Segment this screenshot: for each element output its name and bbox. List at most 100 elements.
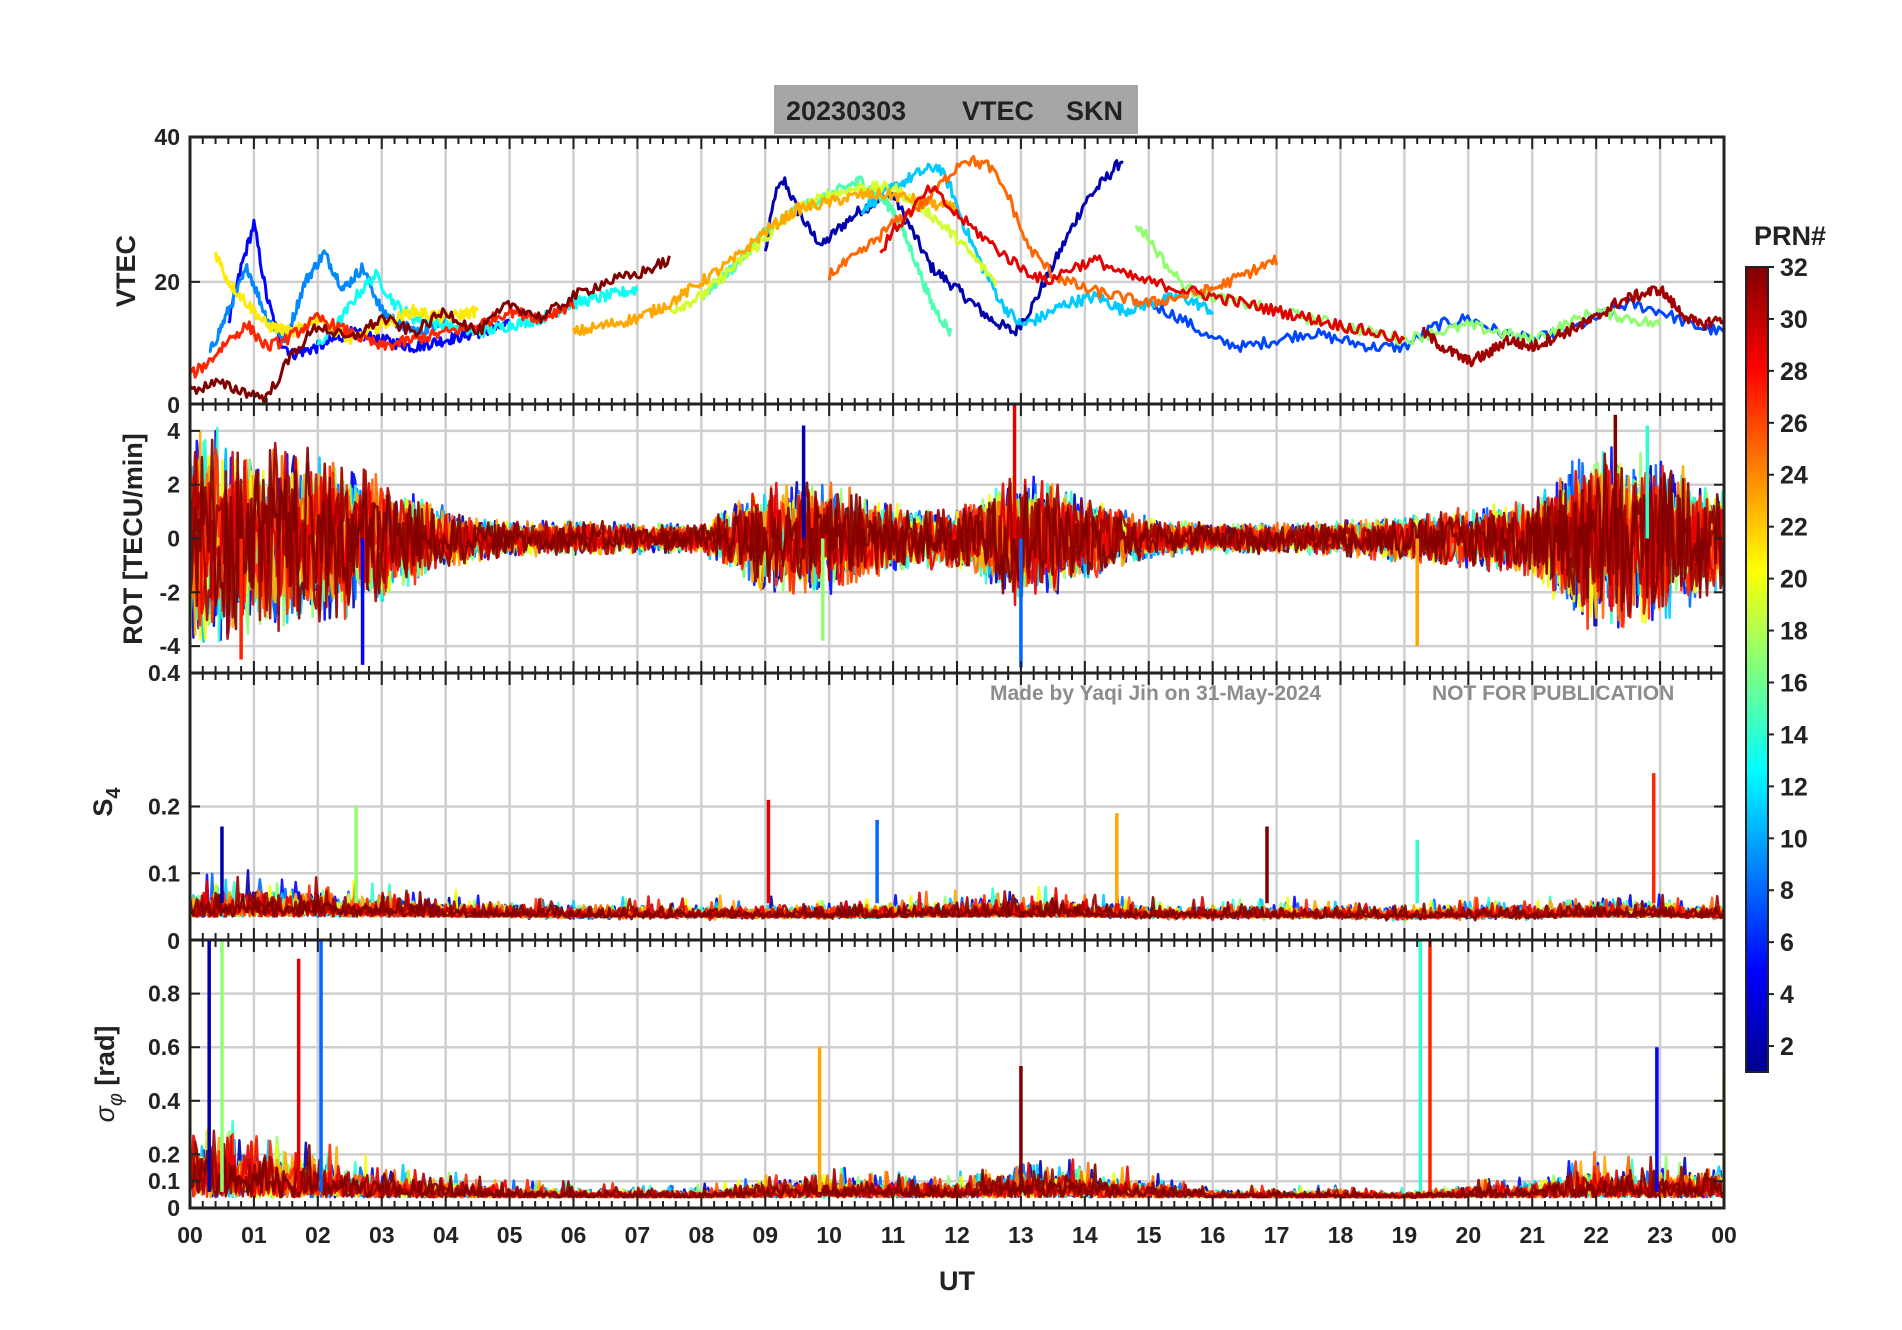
y-tick-label: 4 (167, 418, 180, 444)
x-tick-label: 01 (241, 1222, 267, 1248)
y-tick-label: 2 (167, 472, 180, 498)
colorbar-tick-label: 16 (1780, 669, 1808, 697)
x-tick-label: 12 (944, 1222, 970, 1248)
watermark-notice: NOT FOR PUBLICATION (1432, 682, 1674, 705)
colorbar-gradient (1745, 266, 1769, 1073)
x-tick-label: 15 (1136, 1222, 1162, 1248)
panel-vtec-ylabel: VTEC (111, 235, 141, 307)
x-tick-label: 18 (1328, 1222, 1354, 1248)
vtec-series-line (572, 187, 959, 336)
colorbar-tick-label: 2 (1780, 1033, 1794, 1061)
colorbar-tick-label: 20 (1780, 566, 1808, 594)
y-tick-label: 40 (154, 124, 180, 150)
y-tick-label: 0.1 (148, 1168, 180, 1194)
x-tick-label: 04 (433, 1222, 459, 1248)
x-tick-label: 00 (177, 1222, 203, 1248)
panel-s4-ylabel-group: S4 (88, 787, 125, 817)
panel-s4-grid (190, 673, 1724, 940)
panel-sigma-grid (190, 940, 1724, 1208)
x-tick-label: 21 (1519, 1222, 1545, 1248)
vtec-series-line (668, 180, 997, 315)
x-tick-label: 08 (689, 1222, 715, 1248)
y-tick-label: 0.4 (148, 1088, 180, 1114)
rot-series-line (190, 441, 1724, 640)
panel-rot-ylabel: ROT [TECU/min] (118, 433, 148, 644)
panel-rot: -4 -2 0 2 4 0 ROT [TECU/min] (118, 392, 1726, 675)
vtec-series-line (190, 255, 671, 404)
x-tick-label: 09 (752, 1222, 778, 1248)
panel-vtec: 20 40 VTEC (111, 124, 1726, 407)
panel-vtec-grid (190, 137, 1724, 405)
x-tick-label: 00 (1711, 1222, 1737, 1248)
x-tick-label: 10 (816, 1222, 842, 1248)
y-tick-label: 0.2 (148, 794, 180, 820)
y-tick-label: 0.6 (148, 1034, 180, 1060)
vtec-series-line (860, 162, 1214, 327)
vtec-series-line (763, 159, 1124, 337)
title-background (774, 85, 1138, 134)
x-tick-label: 20 (1456, 1222, 1482, 1248)
colorbar-tick-label: 12 (1780, 773, 1808, 801)
vtec-series-line (1134, 224, 1662, 346)
panel-sigma: 00.10.20.40.60.8 0 σφ [rad] (90, 928, 1726, 1221)
title-box: 20230303 VTEC SKN (774, 85, 1138, 134)
x-axis-label: UT (939, 1266, 975, 1296)
x-tick-label: 16 (1200, 1222, 1226, 1248)
colorbar-tick-label: 30 (1780, 306, 1808, 334)
x-tick-label: 14 (1072, 1222, 1098, 1248)
vtec-series-line (190, 298, 575, 379)
colorbar-tick-label: 10 (1780, 825, 1808, 853)
x-tick-label: 19 (1392, 1222, 1418, 1248)
y-tick-label: 0.2 (148, 1141, 180, 1167)
x-tick-label: 17 (1264, 1222, 1290, 1248)
x-tick-label: 07 (625, 1222, 651, 1248)
colorbar-tick-label: 24 (1780, 462, 1808, 490)
panel-sigma-ylabel-group: σφ [rad] (90, 1026, 127, 1123)
y-tick-label: 0.8 (148, 981, 180, 1007)
panel-sigma-ticks: 00.10.2 0.4 0.6 0.8 (148, 938, 1726, 1221)
y-tick-label: 0.4 (148, 660, 180, 686)
x-tick-label: 13 (1008, 1222, 1034, 1248)
x-tick-label: 22 (1583, 1222, 1609, 1248)
colorbar-label: PRN# (1754, 221, 1826, 251)
vtec-series-line (879, 184, 1406, 344)
x-tick-label: 06 (561, 1222, 587, 1248)
colorbar-tick-label: 18 (1780, 618, 1808, 646)
colorbar-tick-label: 26 (1780, 410, 1808, 438)
title-date: 20230303 (786, 96, 906, 126)
watermark-author: Made by Yaqi Jin on 31-May-2024 (990, 682, 1321, 705)
panel-s4-ylabel: S4 (88, 787, 125, 817)
colorbar-tick-label: 22 (1780, 514, 1808, 542)
panel-s4: 0.1 0.2 0.4 Made by Yaqi Jin on 31-May-202… (88, 660, 1726, 942)
panel-sigma-top-label: 0 (167, 928, 180, 954)
colorbar-tick-label: 6 (1780, 929, 1794, 957)
panel-s4-series (190, 773, 1724, 923)
x-tick-label: 23 (1647, 1222, 1673, 1248)
y-tick-label: 20 (154, 269, 180, 295)
x-tick-label: 11 (881, 1222, 906, 1248)
y-tick-label: 0.1 (148, 860, 180, 886)
vtec-series-line (1422, 285, 1724, 368)
s4-series-line (190, 890, 1724, 922)
y-tick-label: 0 (167, 526, 180, 552)
y-tick-label: 0 (167, 1195, 180, 1221)
colorbar-tick-label: 8 (1780, 877, 1794, 905)
title-quantity: VTEC (962, 96, 1034, 126)
x-axis: 00 01 02 03 04 05 06 07 08 09 10 11 12 13 14 15 16 17 18 19… (177, 1222, 1737, 1248)
colorbar-tick-label: 4 (1780, 981, 1794, 1009)
colorbar-tick-label: 28 (1780, 358, 1808, 386)
panel-sigma-ylabel: σφ [rad] (90, 1026, 127, 1123)
panel-rot-top-label: 0 (167, 392, 180, 418)
panel-border (188, 938, 1726, 1210)
colorbar-tick-label: 32 (1780, 254, 1808, 282)
x-tick-label: 05 (497, 1222, 523, 1248)
colorbar-tick-label: 14 (1780, 721, 1808, 749)
vtec-series-line (208, 249, 447, 353)
x-tick-label: 03 (369, 1222, 395, 1248)
y-tick-label: -4 (160, 633, 181, 659)
rot-series-line (190, 438, 1724, 631)
title-station: SKN (1066, 96, 1123, 126)
